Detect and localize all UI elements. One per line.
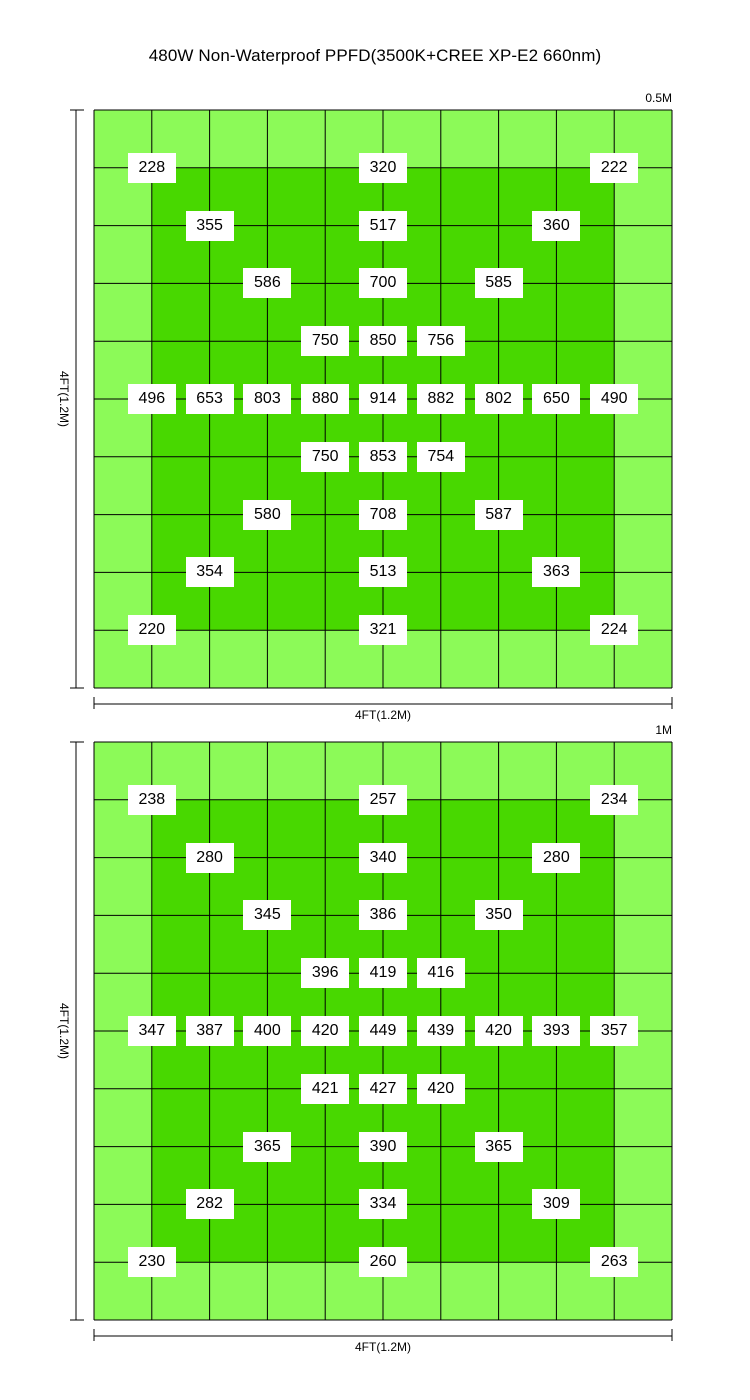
ppfd-value-label: 282	[185, 1189, 234, 1220]
ppfd-value-label: 390	[359, 1131, 407, 1162]
ppfd-value-label: 802	[474, 384, 523, 414]
ppfd-value-label: 754	[416, 441, 465, 472]
ppfd-value-label: 416	[416, 958, 465, 989]
ppfd-value-label: 345	[243, 900, 292, 931]
ppfd-value-label: 365	[474, 1131, 523, 1162]
ppfd-value-label: 420	[416, 1073, 465, 1104]
height-label: 1M	[655, 723, 672, 737]
ppfd-value-label: 880	[301, 384, 350, 414]
ppfd-value-label: 517	[359, 210, 407, 241]
ppfd-value-label: 439	[416, 1016, 465, 1046]
ppfd-value-label: 350	[474, 900, 523, 931]
ppfd-value-label: 496	[127, 384, 176, 414]
ppfd-value-label: 708	[359, 499, 407, 530]
ppfd-value-label: 420	[301, 1016, 350, 1046]
ppfd-value-label: 400	[243, 1016, 292, 1046]
ppfd-value-label: 387	[185, 1016, 234, 1046]
ppfd-value-label: 230	[127, 1247, 176, 1278]
ppfd-value-label: 280	[185, 842, 234, 873]
ppfd-value-label: 309	[532, 1189, 581, 1220]
ppfd-value-label: 803	[243, 384, 292, 414]
ppfd-value-label: 393	[532, 1016, 581, 1046]
x-axis-label: 4FT(1.2M)	[354, 708, 411, 722]
chart-title: 480W Non-Waterproof PPFD(3500K+CREE XP-E…	[148, 46, 602, 65]
ppfd-value-label: 280	[532, 842, 581, 873]
ppfd-value-label: 449	[359, 1016, 407, 1046]
ppfd-value-label: 396	[301, 958, 350, 989]
ppfd-value-label: 386	[359, 900, 407, 931]
height-label: 0.5M	[645, 91, 672, 105]
ppfd-value-label: 224	[590, 615, 639, 646]
ppfd-value-label: 853	[359, 441, 407, 472]
ppfd-value-label: 263	[590, 1247, 639, 1278]
ppfd-value-label: 220	[127, 615, 176, 646]
ppfd-value-label: 357	[590, 1016, 639, 1046]
ppfd-value-label: 586	[243, 268, 292, 299]
ppfd-value-label: 653	[185, 384, 234, 414]
ppfd-value-label: 234	[590, 784, 639, 815]
ppfd-value-label: 355	[185, 210, 234, 241]
ppfd-value-label: 334	[359, 1189, 407, 1220]
ppfd-value-label: 427	[359, 1073, 407, 1104]
ppfd-value-label: 260	[359, 1247, 407, 1278]
ppfd-value-label: 882	[416, 384, 465, 414]
ppfd-value-label: 750	[301, 441, 350, 472]
ppfd-value-label: 587	[474, 499, 523, 530]
y-axis-label: 4FT(1.2M)	[57, 370, 71, 427]
ppfd-value-label: 238	[127, 784, 176, 815]
ppfd-value-label: 513	[359, 557, 407, 588]
ppfd-value-label: 756	[416, 326, 465, 357]
ppfd-value-label: 321	[359, 615, 407, 646]
ppfd-value-label: 580	[243, 499, 292, 530]
x-axis-label: 4FT(1.2M)	[354, 1340, 411, 1354]
ppfd-value-label: 420	[474, 1016, 523, 1046]
ppfd-value-label: 365	[243, 1131, 292, 1162]
ppfd-value-label: 421	[301, 1073, 350, 1104]
ppfd-value-label: 914	[359, 384, 407, 414]
ppfd-value-label: 347	[127, 1016, 176, 1046]
ppfd-value-label: 340	[359, 842, 407, 873]
ppfd-value-label: 360	[532, 210, 581, 241]
ppfd-value-label: 354	[185, 557, 234, 588]
ppfd-value-label: 320	[359, 152, 407, 183]
ppfd-value-label: 222	[590, 152, 639, 183]
ppfd-value-label: 257	[359, 784, 407, 815]
ppfd-value-label: 363	[532, 557, 581, 588]
ppfd-value-label: 585	[474, 268, 523, 299]
ppfd-value-label: 750	[301, 326, 350, 357]
y-axis-label: 4FT(1.2M)	[57, 1002, 71, 1059]
ppfd-value-label: 419	[359, 958, 407, 989]
ppfd-value-label: 650	[532, 384, 581, 414]
ppfd-value-label: 490	[590, 384, 639, 414]
ppfd-value-label: 228	[127, 152, 176, 183]
ppfd-value-label: 700	[359, 268, 407, 299]
ppfd-value-label: 850	[359, 326, 407, 357]
